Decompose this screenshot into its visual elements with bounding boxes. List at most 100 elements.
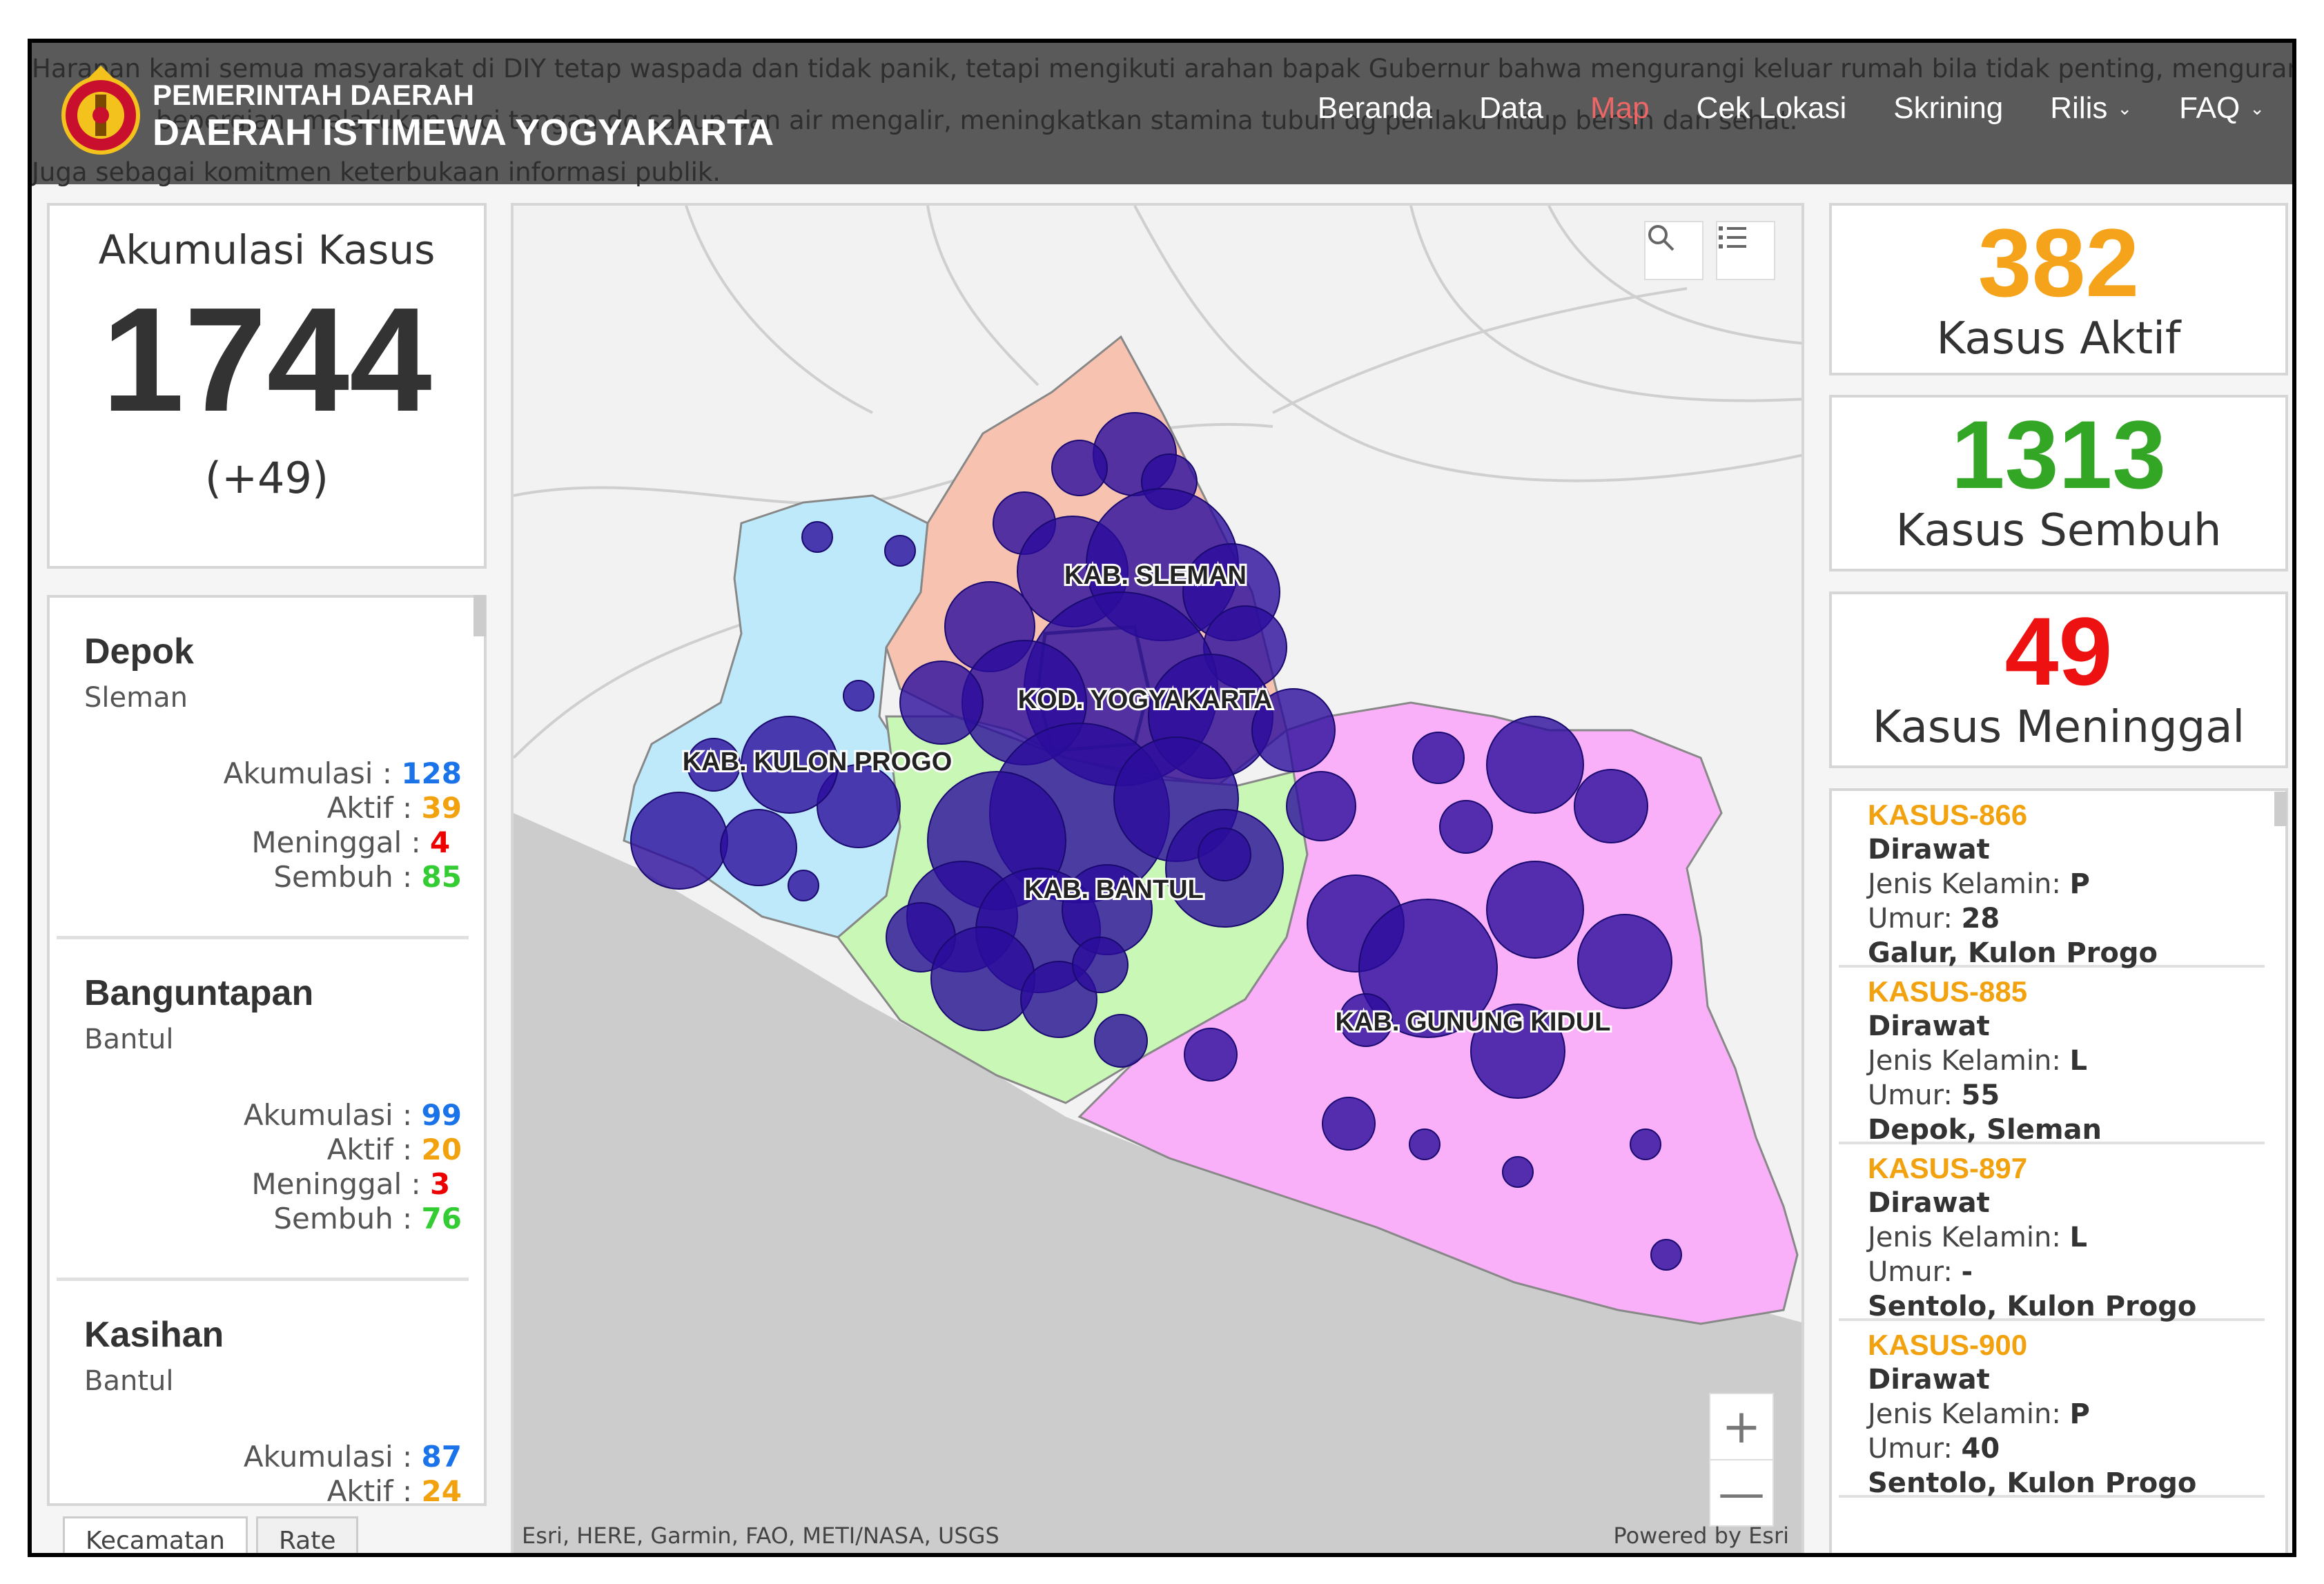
kabupaten-name: Bantul <box>84 1365 174 1397</box>
stat-label: Akumulasi : <box>223 756 392 790</box>
case-bubble[interactable] <box>899 661 984 745</box>
case-bubble[interactable] <box>630 792 728 890</box>
case-bubble[interactable] <box>1650 1239 1682 1271</box>
case-bubble[interactable] <box>817 764 901 848</box>
case-id: KASUS-866 <box>1868 799 2028 831</box>
kabupaten-name: Sleman <box>84 682 188 714</box>
map-canvas[interactable]: KAB. SLEMAN KOD. YOGYAKARTA KAB. KULON P… <box>514 206 1804 1556</box>
map-view[interactable]: KAB. SLEMAN KOD. YOGYAKARTA KAB. KULON P… <box>511 203 1804 1556</box>
list-item[interactable]: KASUS-900 Dirawat Jenis Kelamin: P Umur:… <box>1839 1321 2265 1499</box>
case-bubble[interactable] <box>1409 1128 1441 1160</box>
nav-label: FAQ <box>2179 91 2240 125</box>
case-bubble[interactable] <box>687 738 741 792</box>
nav-faq[interactable]: FAQ ⌄ <box>2179 91 2265 126</box>
case-bubble[interactable] <box>1439 800 1493 854</box>
case-list[interactable]: KASUS-866 Dirawat Jenis Kelamin: P Umur:… <box>1829 788 2288 1553</box>
chevron-down-icon: ⌄ <box>2249 97 2265 119</box>
case-bubble[interactable] <box>1072 937 1129 993</box>
case-bubble[interactable] <box>1322 1097 1376 1151</box>
case-bubble[interactable] <box>1470 1004 1565 1099</box>
case-age: 28 <box>1961 903 2000 935</box>
case-bubble[interactable] <box>884 535 916 567</box>
case-bubble[interactable] <box>1286 771 1356 841</box>
nav-skrining[interactable]: Skrining <box>1893 91 2003 126</box>
nav-rilis[interactable]: Rilis ⌄ <box>2050 91 2132 126</box>
total-cases-card: Akumulasi Kasus 1744 (+49) <box>47 203 487 569</box>
case-bubble[interactable] <box>1358 899 1498 1038</box>
map-search-button[interactable] <box>1644 221 1703 280</box>
case-location: Galur, Kulon Progo <box>1868 937 2158 969</box>
brand-title[interactable]: PEMERINTAH DAERAH DAERAH ISTIMEWA YOGYAK… <box>153 79 774 153</box>
stat-label: Akumulasi : <box>243 1440 413 1474</box>
case-bubble[interactable] <box>1574 769 1648 843</box>
case-bubble[interactable] <box>741 716 839 814</box>
tab-kecamatan[interactable]: Kecamatan <box>63 1516 248 1553</box>
map-powered-by[interactable]: Powered by Esri <box>1613 1523 1789 1549</box>
nav-label: Rilis <box>2050 91 2108 125</box>
case-bubble[interactable] <box>930 926 1035 1031</box>
header-bar: Harapan kami semua masyarakat di DIY tet… <box>32 43 2292 187</box>
kecamatan-list[interactable]: Depok Sleman Akumulasi : 128 Aktif : 39 … <box>47 595 487 1506</box>
list-item[interactable]: KASUS-866 Dirawat Jenis Kelamin: P Umur:… <box>1839 791 2265 969</box>
tab-rate[interactable]: Rate <box>255 1516 359 1553</box>
case-bubble[interactable] <box>801 521 833 553</box>
case-age-label: Umur: <box>1868 903 1953 935</box>
zoom-in-button[interactable]: + <box>1721 1399 1761 1454</box>
case-bubble[interactable] <box>1577 914 1672 1009</box>
emblem-icon[interactable] <box>59 60 142 164</box>
nav-data[interactable]: Data <box>1479 91 1543 126</box>
nav-label: Data <box>1479 91 1544 125</box>
case-bubble[interactable] <box>1051 440 1108 496</box>
list-icon <box>1719 226 1746 248</box>
list-item[interactable]: Banguntapan Bantul Akumulasi : 99 Aktif … <box>57 939 469 1281</box>
case-bubble[interactable] <box>1486 716 1584 814</box>
list-item[interactable]: Depok Sleman Akumulasi : 128 Aktif : 39 … <box>57 598 469 939</box>
list-item[interactable]: KASUS-897 Dirawat Jenis Kelamin: L Umur:… <box>1839 1144 2265 1322</box>
case-bubble[interactable] <box>788 870 819 901</box>
active-cases-card: 382 Kasus Aktif <box>1829 203 2288 375</box>
case-bubble[interactable] <box>1486 861 1584 959</box>
case-age-label: Umur: <box>1868 1079 1953 1111</box>
list-item[interactable]: Kasihan Bantul Akumulasi : 87 Aktif : 24 <box>57 1281 469 1506</box>
nav-label: Beranda <box>1317 91 1433 125</box>
case-bubble[interactable] <box>1630 1128 1661 1160</box>
scrollbar-thumb[interactable] <box>473 595 486 636</box>
nav-cek-lokasi[interactable]: Cek Lokasi <box>1697 91 1847 126</box>
label-kulon-progo: KAB. KULON PROGO <box>683 747 953 776</box>
total-cases-delta: (+49) <box>204 453 329 503</box>
case-gender-label: Jenis Kelamin: <box>1868 868 2061 900</box>
case-bubble[interactable] <box>720 809 797 886</box>
label-gunung-kidul: KAB. GUNUNG KIDUL <box>1336 1008 1611 1037</box>
stat-label: Aktif : <box>326 1133 413 1166</box>
stat-label: Aktif : <box>326 1474 413 1506</box>
case-age: - <box>1961 1256 1973 1288</box>
zoom-out-button[interactable]: — <box>1710 1459 1773 1525</box>
kecamatan-stats: Akumulasi : 99 Aktif : 20 Meninggal : 3 … <box>244 1098 462 1236</box>
deaths-card: 49 Kasus Meninggal <box>1829 591 2288 768</box>
case-bubble[interactable] <box>1094 1014 1148 1068</box>
case-bubble[interactable] <box>1251 688 1336 772</box>
case-bubble[interactable] <box>1198 828 1251 881</box>
case-bubble[interactable] <box>1502 1156 1534 1188</box>
search-icon <box>1648 225 1674 251</box>
case-bubble[interactable] <box>1412 732 1465 784</box>
akumulasi-value: 128 <box>401 756 462 790</box>
aktif-value: 24 <box>421 1474 462 1506</box>
recovered-cases-label: Kasus Sembuh <box>1895 505 2222 556</box>
case-id: KASUS-897 <box>1868 1152 2028 1184</box>
kecamatan-stats: Akumulasi : 128 Aktif : 39 Meninggal : 4… <box>224 756 462 894</box>
case-age: 40 <box>1961 1433 2000 1465</box>
map-legend-button[interactable] <box>1716 221 1775 280</box>
meninggal-value: 4 <box>430 825 451 859</box>
sea-area <box>514 813 1801 1553</box>
case-bubble[interactable] <box>1184 1028 1238 1082</box>
case-bubble[interactable] <box>843 680 875 712</box>
list-item[interactable]: KASUS-885 Dirawat Jenis Kelamin: L Umur:… <box>1839 968 2265 1146</box>
nav-beranda[interactable]: Beranda <box>1318 91 1432 126</box>
ticker-line-2: bepergian, melakukan cuci tangan dg sabu… <box>156 106 1798 135</box>
scrollbar-thumb[interactable] <box>2274 792 2287 826</box>
stat-label: Aktif : <box>326 791 413 825</box>
label-kota-yogyakarta: KOD. YOGYAKARTA <box>1018 685 1273 714</box>
case-bubble[interactable] <box>1339 993 1393 1047</box>
nav-map[interactable]: Map <box>1590 91 1650 126</box>
